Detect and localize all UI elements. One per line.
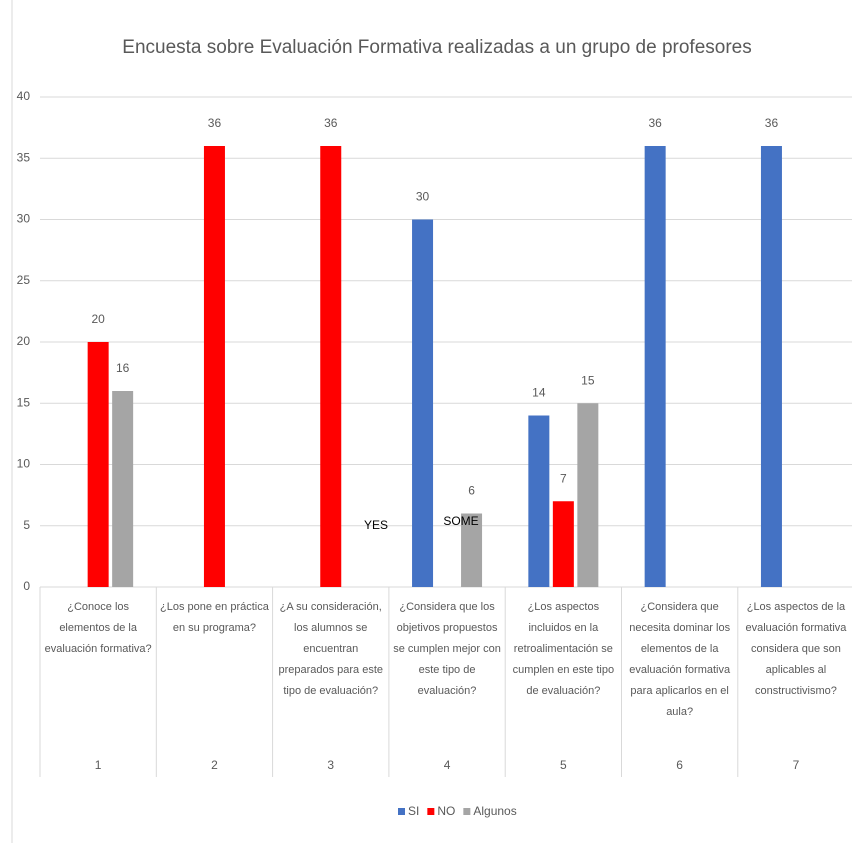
x-group-label: 3 (327, 758, 334, 772)
value-label: 36 (208, 116, 222, 130)
y-tick-label: 35 (17, 150, 31, 164)
x-tick-label: ¿Los pone en práctica en su programa? (160, 601, 269, 634)
bar (87, 342, 109, 587)
value-label: 36 (765, 116, 779, 130)
x-tick-label: ¿Los aspectos de la evaluación formativa… (745, 601, 847, 697)
x-group-label: 5 (560, 758, 567, 772)
value-label: 14 (532, 386, 546, 400)
value-label: 20 (91, 312, 105, 326)
bar (528, 415, 550, 587)
x-group-label: 6 (676, 758, 683, 772)
value-label: 16 (116, 361, 130, 375)
y-tick-label: 20 (17, 334, 31, 348)
x-tick-label: ¿Considera que necesita dominar los elem… (629, 601, 731, 718)
bar (112, 391, 134, 587)
value-label: 7 (560, 471, 567, 485)
value-label: 36 (648, 116, 662, 130)
y-tick-label: 15 (17, 395, 31, 409)
legend-swatch (427, 808, 435, 815)
x-group-label: 1 (95, 758, 102, 772)
y-tick-label: 40 (17, 89, 31, 103)
x-tick-label: ¿A su consideración, los alumnos se encu… (278, 601, 384, 697)
x-tick-label: ¿Considera que los objetivos propuestos … (393, 601, 501, 697)
y-tick-label: 10 (17, 457, 31, 471)
bar (552, 501, 574, 587)
annotation: SOME (443, 514, 478, 528)
y-tick-label: 5 (23, 518, 30, 532)
x-tick-label: ¿Los aspectos incluidos en la retroalime… (512, 601, 615, 697)
chart-title: Encuesta sobre Evaluación Formativa real… (122, 37, 751, 58)
legend-swatch (398, 808, 405, 815)
bar (461, 513, 483, 587)
x-group-label: 2 (211, 758, 218, 772)
bar (203, 146, 225, 587)
x-group-label: 4 (444, 758, 451, 772)
value-label: 15 (581, 373, 595, 387)
legend-label: NO (437, 804, 455, 818)
y-tick-label: 0 (23, 579, 30, 593)
bar (412, 219, 434, 587)
y-tick-label: 30 (17, 212, 31, 226)
bar (320, 146, 342, 587)
value-label: 6 (468, 484, 475, 498)
legend-swatch (463, 808, 471, 815)
x-group-label: 7 (793, 758, 800, 772)
x-tick-label: ¿Conoce los elementos de la evaluación f… (44, 601, 152, 655)
bar (644, 146, 666, 587)
bar (577, 403, 599, 587)
y-tick-label: 25 (17, 273, 31, 287)
legend-label: SI (408, 804, 419, 818)
legend-label: Algunos (473, 804, 516, 818)
value-label: 36 (324, 116, 338, 130)
value-label: 30 (416, 190, 430, 204)
bar (760, 146, 782, 587)
annotation: YES (364, 518, 388, 532)
